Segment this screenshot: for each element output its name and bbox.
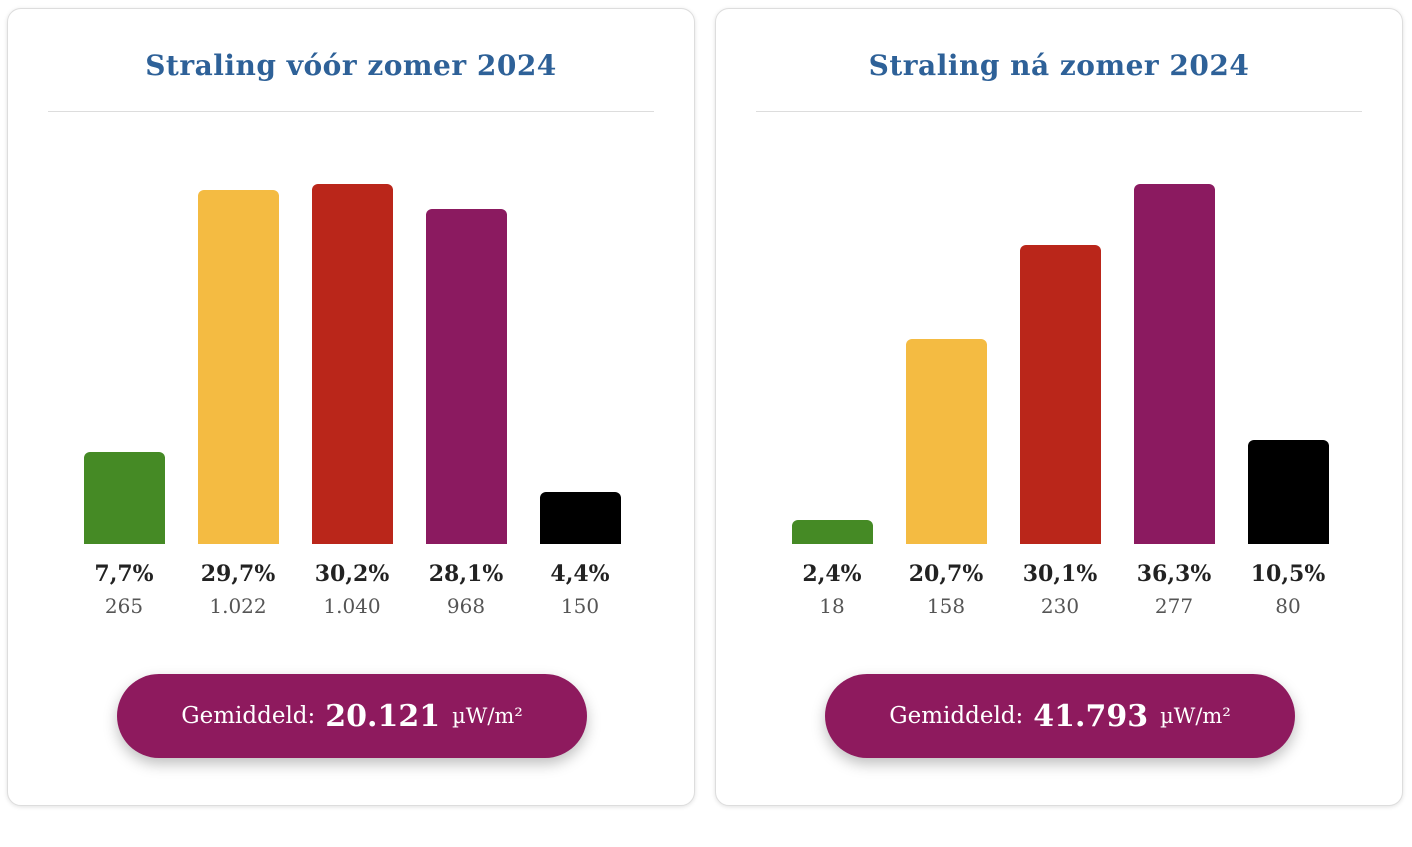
percent-label: 30,2% [314, 561, 390, 587]
percent-label: 4,4% [550, 561, 610, 587]
average-unit: µW/m² [1160, 704, 1231, 728]
average-value: 20.121 [325, 698, 441, 734]
divider [756, 111, 1362, 112]
chart-card-before: Straling vóór zomer 2024 Gemiddeld: 20.1… [7, 8, 695, 806]
divider [48, 111, 654, 112]
count-label: 968 [446, 594, 486, 618]
count-label: 277 [1154, 594, 1194, 618]
chart-title: Straling vóór zomer 2024 [145, 49, 557, 82]
percent-label: 28,1% [428, 561, 504, 587]
average-badge: Gemiddeld: 41.793 µW/m² [825, 674, 1295, 758]
percent-label: 36,3% [1136, 561, 1212, 587]
bar [906, 338, 987, 544]
average-label: Gemiddeld: [889, 703, 1024, 729]
count-label: 18 [819, 594, 845, 618]
average-unit: µW/m² [452, 704, 523, 728]
count-label: 230 [1040, 594, 1080, 618]
average-badge: Gemiddeld: 20.121 µW/m² [117, 674, 587, 758]
percent-label: 20,7% [908, 561, 984, 587]
chart-title: Straling ná zomer 2024 [868, 49, 1250, 82]
count-label: 80 [1275, 594, 1301, 618]
bar [540, 491, 621, 544]
bar [792, 520, 873, 544]
bar [198, 189, 279, 544]
percent-label: 10,5% [1250, 561, 1326, 587]
percent-label: 2,4% [802, 561, 862, 587]
chart-card-after: Straling ná zomer 2024 Gemiddeld: 41.793… [715, 8, 1403, 806]
bar [1248, 439, 1329, 544]
count-label: 150 [560, 594, 600, 618]
bar [312, 184, 393, 544]
average-label: Gemiddeld: [181, 703, 316, 729]
bar [1020, 245, 1101, 544]
bar [426, 209, 507, 544]
bar [1134, 184, 1215, 544]
percent-label: 30,1% [1022, 561, 1098, 587]
average-value: 41.793 [1033, 698, 1149, 734]
count-label: 158 [926, 594, 966, 618]
count-label: 1.040 [323, 594, 381, 618]
count-label: 265 [104, 594, 144, 618]
percent-label: 7,7% [94, 561, 154, 587]
percent-label: 29,7% [200, 561, 276, 587]
bar [84, 452, 165, 544]
count-label: 1.022 [209, 594, 267, 618]
